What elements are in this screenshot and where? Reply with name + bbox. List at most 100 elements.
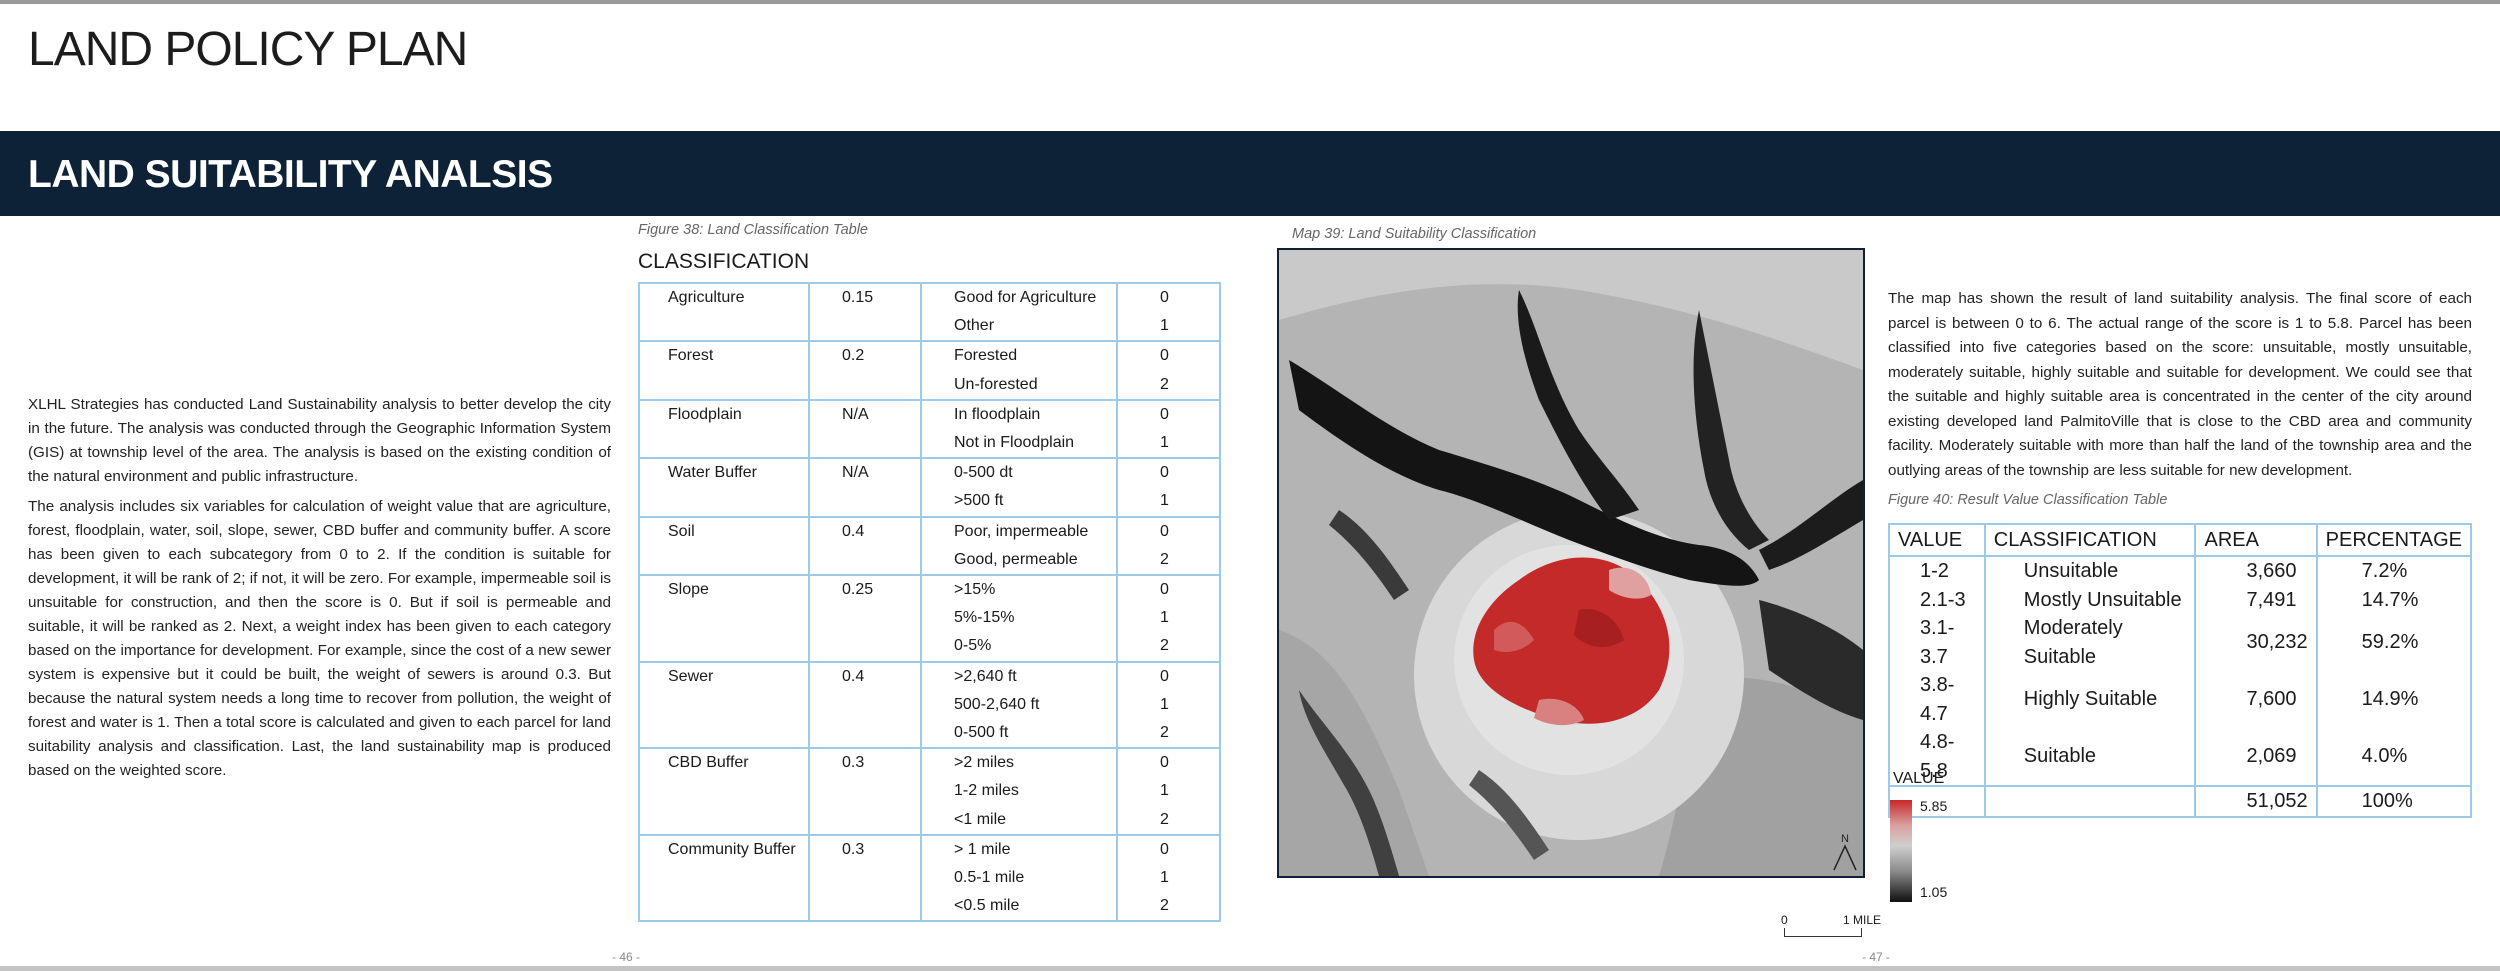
total-area-cell: 51,052 bbox=[2194, 785, 2318, 817]
subcategory-score: 0 bbox=[1116, 661, 1221, 691]
map-river-branch bbox=[1759, 480, 1863, 570]
section-banner: LAND SUITABILITY ANALSIS bbox=[0, 131, 2500, 216]
table-row: CBD Buffer 0.3 >2 miles 0 bbox=[638, 748, 1221, 778]
area-cell: 7,600 bbox=[2194, 671, 2318, 728]
scale-end-label: 1 MILE bbox=[1843, 913, 1882, 927]
subcategory-score: 2 bbox=[1116, 892, 1221, 923]
percentage-cell: 14.9% bbox=[2315, 671, 2473, 728]
map-suitable-zone bbox=[1473, 557, 1670, 724]
subcategory-score: 2 bbox=[1116, 370, 1221, 401]
results-description: The map has shown the result of land sui… bbox=[1888, 290, 2472, 479]
map-suitable-zone bbox=[1494, 621, 1534, 652]
subcategory-score: 0 bbox=[1116, 341, 1221, 371]
table-row: 0.5-1 mile 1 bbox=[638, 864, 1221, 893]
classification-cell: Highly Suitable bbox=[1983, 671, 2197, 728]
column-header: VALUE bbox=[1888, 523, 1986, 557]
subcategory-label: Not in Floodplain bbox=[920, 429, 1118, 460]
map-river bbox=[1289, 360, 1759, 586]
land-classification-table: Agriculture 0.15 Good for Agriculture 0 Oth… bbox=[638, 282, 1221, 923]
page-number-left: - 46 - bbox=[612, 950, 641, 964]
subcategory-label: 0.5-1 mile bbox=[920, 864, 1118, 893]
map-dark-strip bbox=[1299, 690, 1399, 876]
table-row: 1-2 miles 1 bbox=[638, 777, 1221, 806]
map-suitable-zone bbox=[1534, 698, 1584, 726]
category-name: CBD Buffer bbox=[638, 748, 810, 778]
table-row: Floodplain N/A In floodplain 0 bbox=[638, 399, 1221, 430]
category-weight: 0.4 bbox=[808, 661, 922, 691]
value-cell: 3.8-4.7 bbox=[1888, 671, 1986, 728]
subcategory-label: Poor, impermeable bbox=[920, 516, 1118, 546]
category-name: Agriculture bbox=[638, 283, 810, 313]
subcategory-score: 0 bbox=[1116, 834, 1221, 865]
category-weight: 0.2 bbox=[808, 341, 922, 371]
subcategory-label: >500 ft bbox=[920, 487, 1118, 518]
intro-text: XLHL Strategies has conducted Land Susta… bbox=[28, 393, 611, 789]
total-row: 51,052 100% bbox=[1888, 785, 2473, 817]
table-row: 5%-15% 1 bbox=[638, 604, 1221, 633]
category-name: Soil bbox=[638, 516, 810, 546]
subcategory-label: Good, permeable bbox=[920, 545, 1118, 577]
figure38-caption: Figure 38: Land Classification Table bbox=[638, 222, 868, 238]
table-row: >500 ft 1 bbox=[638, 487, 1221, 518]
subcategory-label: 1-2 miles bbox=[920, 777, 1118, 806]
table-row: 2.1-3 Mostly Unsuitable 7,491 14.7% bbox=[1888, 585, 2473, 614]
area-cell: 3,660 bbox=[2194, 556, 2318, 586]
value-cell: 3.1-3.7 bbox=[1888, 614, 1986, 671]
category-weight: 0.25 bbox=[808, 575, 922, 605]
subcategory-score: 1 bbox=[1116, 777, 1221, 806]
subcategory-score: 0 bbox=[1116, 575, 1221, 605]
intro-paragraph: XLHL Strategies has conducted Land Susta… bbox=[28, 396, 611, 485]
map-river-branch bbox=[1517, 290, 1639, 520]
subcategory-score: 0 bbox=[1116, 399, 1221, 430]
category-weight: 0.4 bbox=[808, 516, 922, 546]
classification-heading: CLASSIFICATION bbox=[638, 250, 810, 273]
map-suitable-zone bbox=[1609, 567, 1651, 599]
map-dark-area bbox=[1759, 600, 1863, 720]
subcategory-label: 500-2,640 ft bbox=[920, 690, 1118, 720]
area-cell: 2,069 bbox=[2194, 728, 2318, 786]
column-header: AREA bbox=[2194, 523, 2318, 557]
subcategory-label: Good for Agriculture bbox=[920, 283, 1118, 313]
table-row: 0-5% 2 bbox=[638, 632, 1221, 663]
table-row: Un-forested 2 bbox=[638, 370, 1221, 401]
section-title: LAND SUITABILITY ANALSIS bbox=[28, 153, 553, 196]
subcategory-score: 2 bbox=[1116, 545, 1221, 577]
table-row: 500-2,640 ft 1 bbox=[638, 690, 1221, 720]
category-weight: 0.3 bbox=[808, 748, 922, 778]
column-header: PERCENTAGE bbox=[2315, 523, 2473, 557]
table-header-row: VALUE CLASSIFICATION AREA PERCENTAGE bbox=[1888, 523, 2473, 557]
subcategory-label: >2 miles bbox=[920, 748, 1118, 778]
map39-caption: Map 39: Land Suitability Classification bbox=[1292, 226, 1537, 242]
table-row: Soil 0.4 Poor, impermeable 0 bbox=[638, 516, 1221, 546]
subcategory-score: 1 bbox=[1116, 864, 1221, 893]
value-cell: 2.1-3 bbox=[1888, 585, 1986, 614]
category-name: Community Buffer bbox=[638, 834, 810, 865]
suitability-map-image: N bbox=[1279, 250, 1863, 876]
subcategory-score: 1 bbox=[1116, 487, 1221, 518]
legend-title: VALUE bbox=[1893, 770, 1945, 787]
legend-color-ramp bbox=[1890, 800, 1912, 902]
map-area-light bbox=[1279, 250, 1863, 370]
classification-cell: Moderately Suitable bbox=[1983, 614, 2197, 671]
subcategory-label: Un-forested bbox=[920, 370, 1118, 401]
category-name: Forest bbox=[638, 341, 810, 371]
suitability-map: N bbox=[1277, 248, 1865, 878]
category-name: Floodplain bbox=[638, 399, 810, 430]
value-cell: 1-2 bbox=[1888, 556, 1986, 586]
figure40-caption: Figure 40: Result Value Classification T… bbox=[1888, 492, 2168, 508]
subcategory-score: 1 bbox=[1116, 312, 1221, 343]
subcategory-score: 2 bbox=[1116, 719, 1221, 750]
subcategory-score: 0 bbox=[1116, 458, 1221, 488]
category-weight: N/A bbox=[808, 399, 922, 430]
scale-bar bbox=[1784, 928, 1862, 937]
subcategory-label: >15% bbox=[920, 575, 1118, 605]
map-dark-strip bbox=[1329, 510, 1409, 600]
subcategory-score: 2 bbox=[1116, 632, 1221, 663]
table-row: Good, permeable 2 bbox=[638, 545, 1221, 577]
table-row: Agriculture 0.15 Good for Agriculture 0 bbox=[638, 283, 1221, 313]
category-name: Water Buffer bbox=[638, 458, 810, 488]
subcategory-label: >2,640 ft bbox=[920, 661, 1118, 691]
category-weight: 0.3 bbox=[808, 834, 922, 865]
result-value-table: VALUE CLASSIFICATION AREA PERCENTAGE 1-2… bbox=[1888, 523, 2473, 818]
table-row: 1-2 Unsuitable 3,660 7.2% bbox=[1888, 556, 2473, 586]
